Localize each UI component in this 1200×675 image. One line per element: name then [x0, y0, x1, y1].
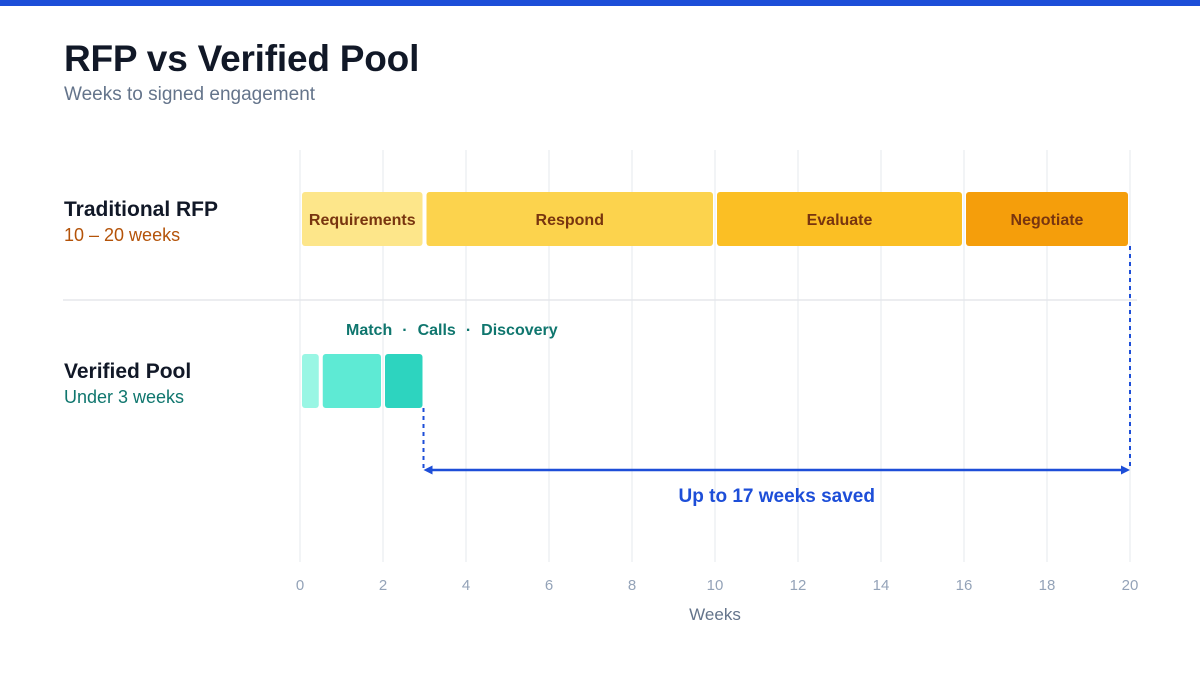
x-tick-label: 16 [956, 577, 973, 594]
top-accent-bar [0, 0, 1200, 6]
phase-bar [717, 192, 962, 246]
x-tick-label: 18 [1039, 577, 1056, 594]
arrow-head-right [1121, 465, 1130, 475]
row-label: Traditional RFP [64, 198, 218, 221]
chart-rows: Traditional RFP 10 – 20 weeks Requirements… [64, 192, 1128, 408]
caption-word: Calls [418, 322, 456, 339]
phase-caption: Match · Calls · Discovery [346, 322, 558, 339]
x-axis-label: Weeks [689, 605, 741, 624]
x-tick-label: 10 [707, 577, 724, 594]
phase-bar [966, 192, 1128, 246]
chart-annotation: Up to 17 weeks saved [422, 246, 1131, 507]
phase-bar [426, 192, 713, 246]
x-tick-label: 2 [379, 577, 387, 594]
x-tick-label: 6 [545, 577, 553, 594]
page-title: RFP vs Verified Pool [64, 38, 420, 79]
phase-bar [302, 192, 423, 246]
x-tick-label: 20 [1122, 577, 1139, 594]
x-tick-label: 8 [628, 577, 636, 594]
caption-separator: · [466, 322, 471, 339]
caption-word: Discovery [481, 322, 558, 339]
phase-bar [385, 354, 423, 408]
x-axis: 0 2 4 6 8 10 12 14 16 18 20 Weeks [296, 577, 1139, 624]
x-tick-label: 12 [790, 577, 807, 594]
phase-label: Evaluate [807, 212, 873, 229]
phase-bar [322, 354, 381, 408]
row-label: Verified Pool [64, 360, 191, 383]
x-tick-label: 0 [296, 577, 304, 594]
x-tick-label: 4 [462, 577, 470, 594]
annotation-label: Up to 17 weeks saved [679, 486, 875, 507]
page-subtitle: Weeks to signed engagement [64, 84, 316, 105]
row-sublabel: Under 3 weeks [64, 387, 184, 407]
phase-label: Negotiate [1011, 212, 1084, 229]
x-tick-label: 14 [873, 577, 890, 594]
phase-label: Requirements [309, 212, 416, 229]
row-sublabel: 10 – 20 weeks [64, 225, 180, 245]
caption-separator: · [402, 322, 407, 339]
arrow-head-left [423, 465, 433, 475]
phase-bar [302, 354, 319, 408]
caption-word: Match [346, 322, 392, 339]
phase-label: Respond [536, 212, 604, 229]
